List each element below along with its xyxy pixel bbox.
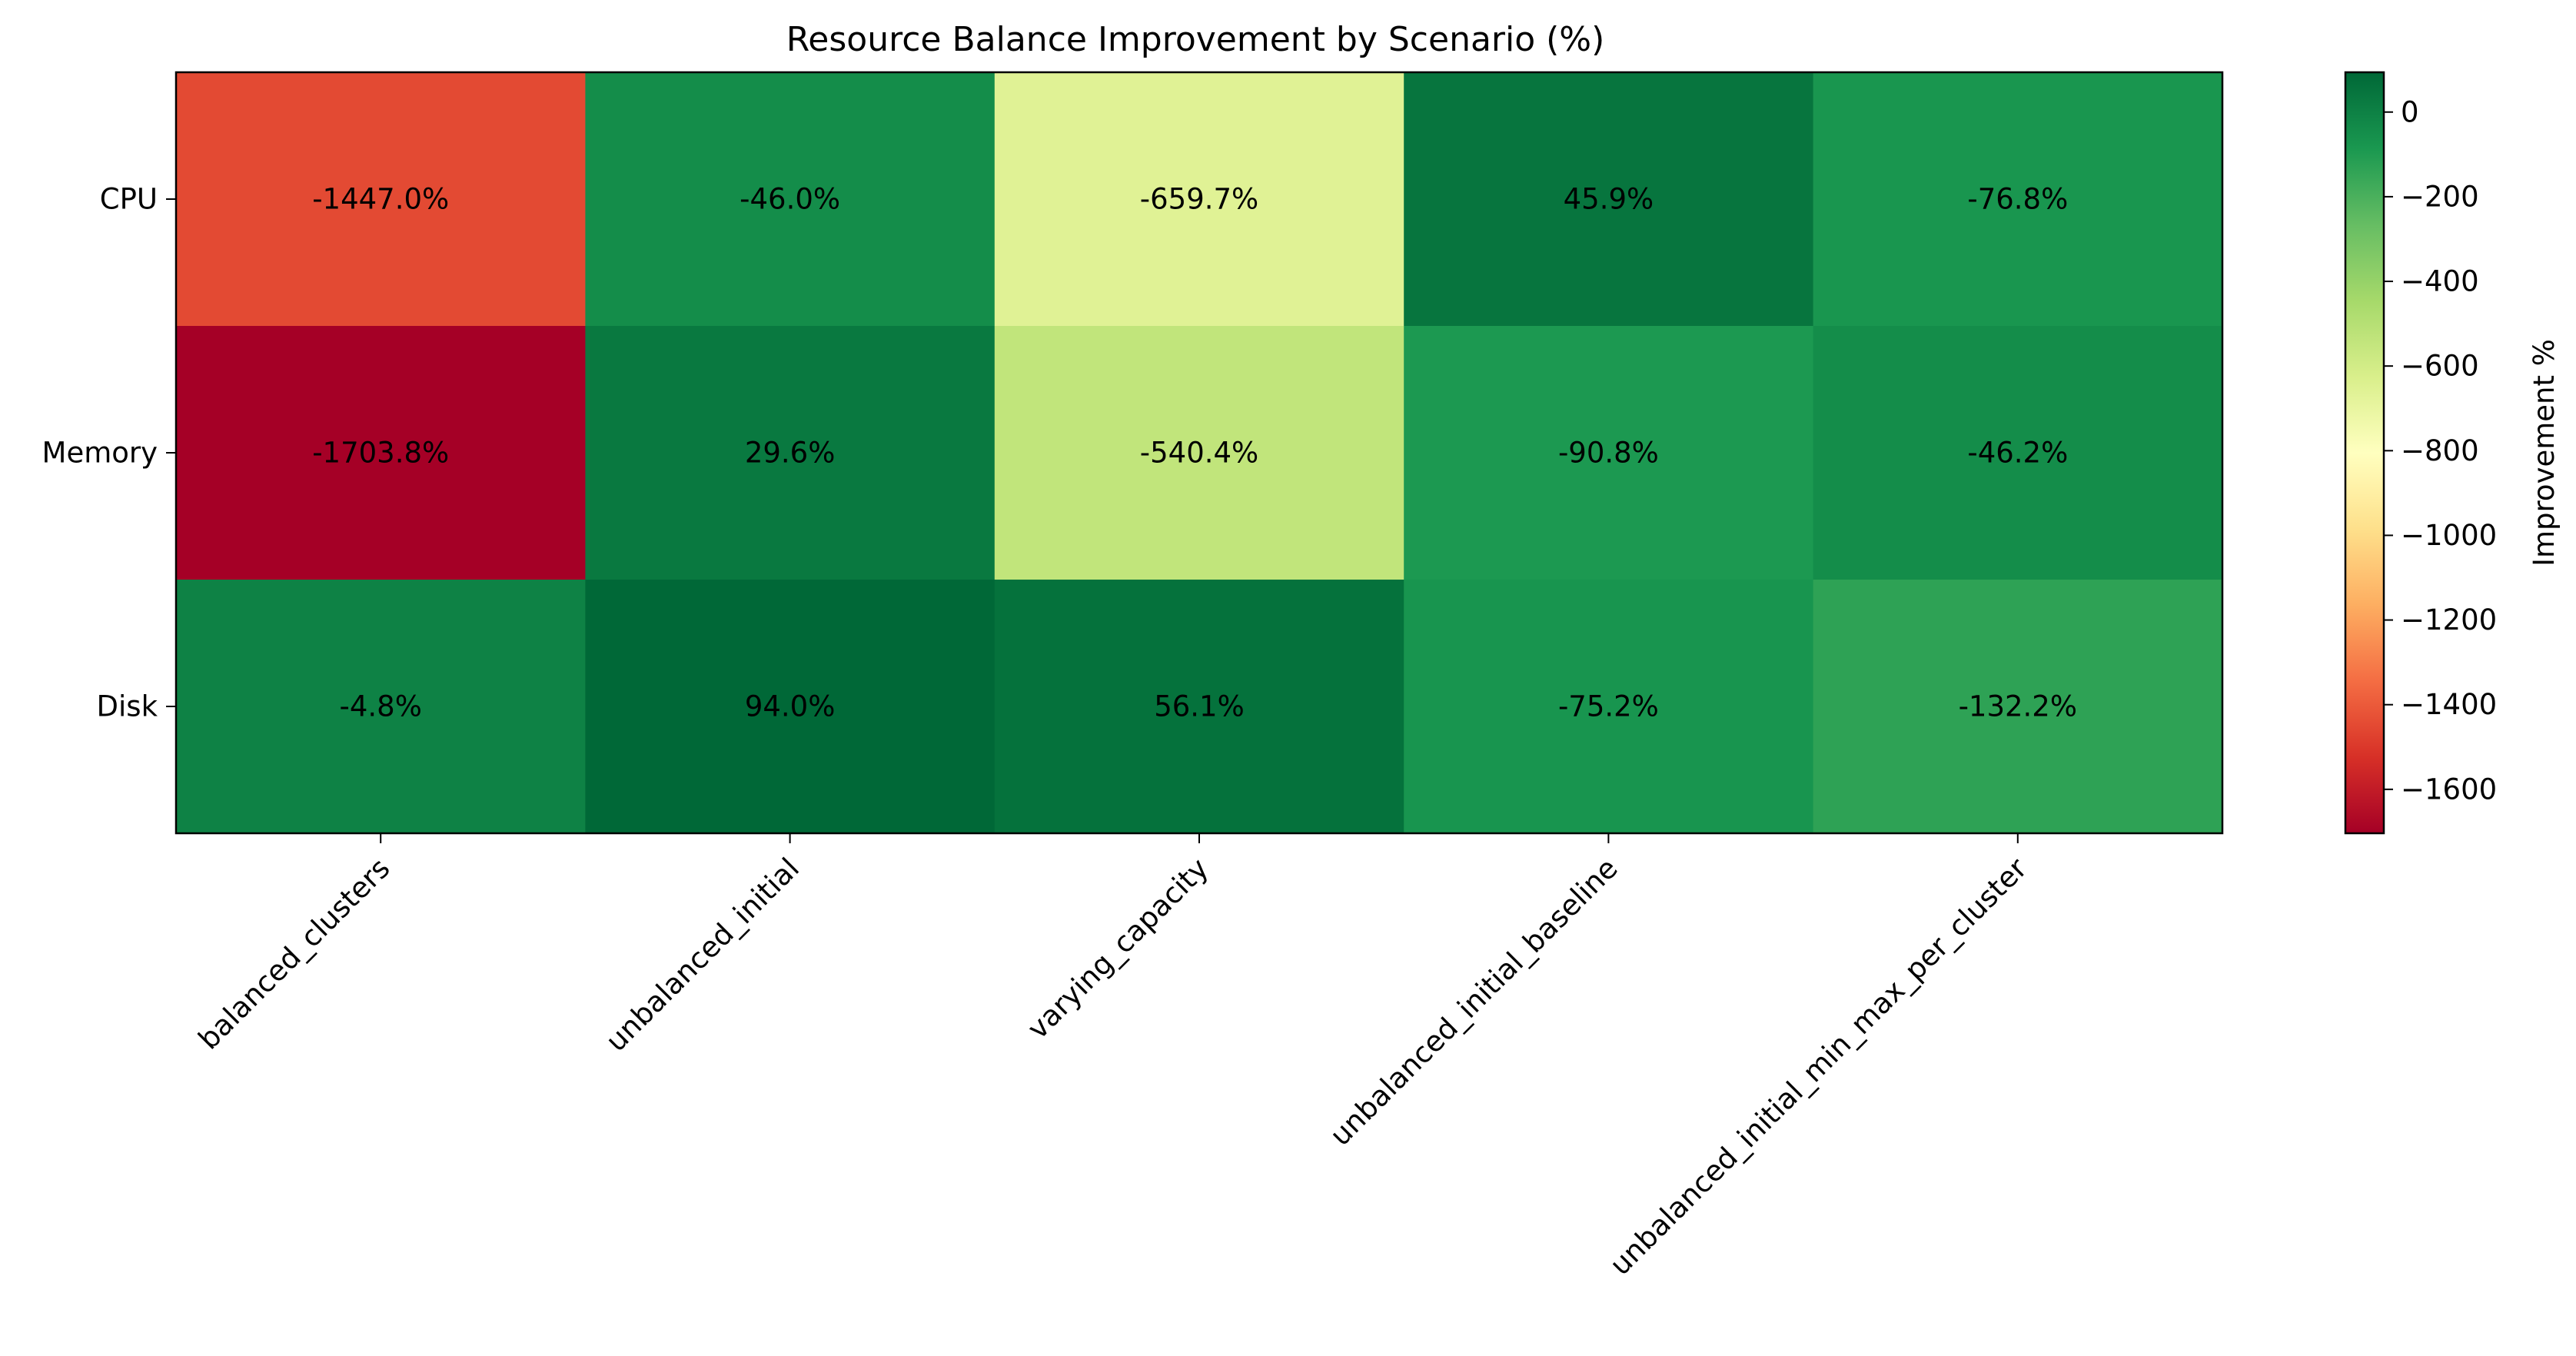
colorbar-tick-label: −1600 — [2401, 773, 2497, 806]
colorbar-tick-label: −800 — [2401, 434, 2479, 467]
cell-value-label: -659.7% — [1140, 183, 1258, 216]
heatmap-cell — [176, 326, 586, 580]
colorbar-tick-label: −200 — [2401, 180, 2479, 213]
x-tick-label: unbalanced_initial — [600, 852, 806, 1058]
x-axis: balanced_clusters unbalanced_initial varyi… — [192, 833, 2034, 1281]
heatmap-cell — [176, 72, 586, 327]
cell-value-label: 56.1% — [1154, 690, 1245, 723]
heatmap-cells — [176, 72, 2223, 834]
colorbar-tick-label: −1400 — [2401, 688, 2497, 721]
heatmap-cell — [1813, 326, 2223, 580]
chart-title: Resource Balance Improvement by Scenario… — [786, 20, 1605, 59]
cell-value-label: -4.8% — [340, 690, 422, 723]
cell-value-label: -75.2% — [1558, 690, 1659, 723]
cell-value-label: -1447.0% — [312, 183, 449, 216]
heatmap-cell — [585, 326, 995, 580]
colorbar-tick-label: −1000 — [2401, 519, 2497, 552]
colorbar-tick-label: −400 — [2401, 265, 2479, 298]
colorbar-tick-label: 0 — [2401, 95, 2419, 128]
x-tick-label: balanced_clusters — [192, 852, 397, 1056]
cell-value-label: -540.4% — [1140, 437, 1258, 470]
cell-value-label: -132.2% — [1959, 690, 2077, 723]
heatmap-cell — [585, 580, 995, 834]
cell-value-label: -46.0% — [740, 183, 840, 216]
x-tick-label: unbalanced_initial_baseline — [1324, 852, 1624, 1152]
cell-value-label: -76.8% — [1967, 183, 2068, 216]
heatmap-cell — [1813, 72, 2223, 327]
colorbar-gradient — [2345, 72, 2384, 833]
heatmap-cell — [1404, 72, 1814, 327]
x-tick-label: unbalanced_initial_min_max_per_cluster — [1604, 851, 2034, 1281]
y-tick-label: Disk — [97, 690, 158, 723]
heatmap-cell — [176, 580, 586, 834]
heatmap-cell — [994, 580, 1404, 834]
heatmap-cell — [1404, 580, 1814, 834]
heatmap-cell — [585, 72, 995, 327]
cell-value-label: -46.2% — [1967, 437, 2068, 470]
colorbar: 0 −200 −400 −600 −800 −1000 −1200 −1400 −1600 Im… — [2344, 71, 2561, 835]
y-axis: CPU Memory Disk — [42, 183, 176, 723]
colorbar-frame — [2344, 71, 2385, 835]
colorbar-ticks: 0 −200 −400 −600 −800 −1000 −1200 −1400 −1600 — [2384, 95, 2497, 806]
cell-value-label: 29.6% — [745, 437, 836, 470]
y-tick-label: Memory — [42, 437, 158, 470]
cell-value-label: -90.8% — [1558, 437, 1659, 470]
colorbar-tick-label: −1200 — [2401, 603, 2497, 636]
colorbar-label: Improvement % — [2528, 339, 2561, 567]
cell-value-label: -1703.8% — [312, 437, 449, 470]
heatmap-cell — [1404, 326, 1814, 580]
heatmap-cell — [994, 72, 1404, 327]
y-tick-label: CPU — [100, 183, 158, 216]
cell-value-label: 45.9% — [1564, 183, 1654, 216]
heatmap-cell — [994, 326, 1404, 580]
cell-value-label: 94.0% — [745, 690, 836, 723]
heatmap-cell-labels: -1447.0% -46.0% -659.7% 45.9% -76.8% -1703.8%… — [312, 183, 2077, 723]
heatmap-cell — [1813, 580, 2223, 834]
colorbar-tick-label: −600 — [2401, 350, 2479, 383]
x-tick-label: varying_capacity — [1021, 852, 1215, 1045]
